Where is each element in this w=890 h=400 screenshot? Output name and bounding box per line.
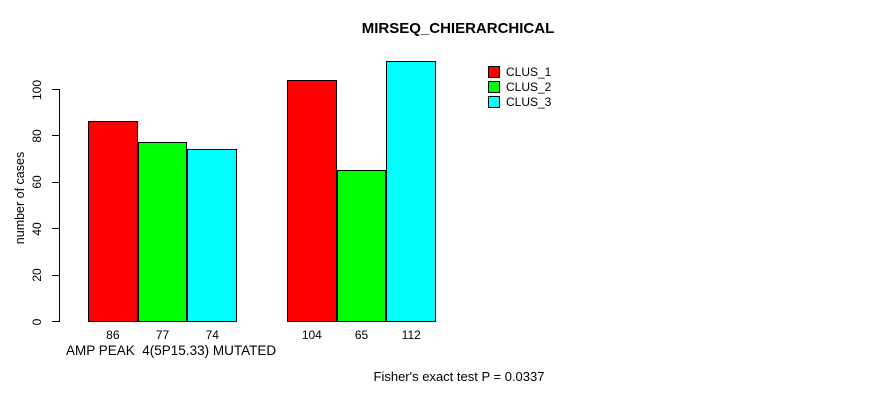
bar-value-label-group2-clus_1: 104	[301, 328, 322, 342]
legend-item-clus_3: CLUS_3	[488, 94, 551, 109]
legend-label-clus_2: CLUS_2	[506, 79, 552, 94]
y-tick-mark-0	[52, 321, 59, 322]
legend: CLUS_1 CLUS_2 CLUS_3	[488, 64, 551, 109]
bar-group2-clus_1	[287, 79, 337, 322]
y-tick-mark-20	[52, 274, 59, 276]
bar-group2-clus_2	[336, 170, 387, 322]
bar-group2-clus_3	[386, 61, 437, 322]
legend-swatch-clus_3	[488, 95, 500, 108]
y-tick-label-100: 100	[30, 79, 44, 100]
legend-item-clus_1: CLUS_1	[488, 64, 551, 79]
y-tick-label-40: 40	[30, 222, 44, 236]
legend-item-clus_2: CLUS_2	[488, 79, 551, 94]
y-tick-label-20: 20	[30, 268, 44, 282]
y-tick-mark-100	[52, 89, 59, 90]
y-tick-mark-80	[52, 135, 59, 137]
y-tick-mark-40	[52, 228, 59, 230]
bar-group1-clus_1	[88, 121, 138, 322]
legend-label-clus_1: CLUS_1	[506, 64, 552, 79]
legend-swatch-clus_2	[488, 80, 500, 93]
bar-value-label-group1-clus_3: 74	[205, 328, 219, 342]
bar-value-label-group1-clus_2: 77	[155, 328, 170, 342]
y-axis-line	[59, 89, 60, 322]
fisher-test-annotation: Fisher's exact test P = 0.0337	[373, 369, 545, 384]
bar-group1-clus_3	[187, 149, 238, 322]
y-axis-label: number of cases	[13, 151, 27, 245]
y-tick-label-60: 60	[30, 175, 44, 189]
legend-label-clus_3: CLUS_3	[506, 94, 552, 109]
chart-title: MIRSEQ_CHIERARCHICAL	[361, 20, 555, 37]
bar-value-label-group2-clus_2: 65	[354, 328, 369, 342]
bar-group1-clus_2	[137, 142, 188, 322]
bar-value-label-group2-clus_3: 112	[401, 328, 421, 342]
x-axis-label: AMP PEAK 4(5P15.33) MUTATED	[66, 343, 277, 358]
legend-swatch-clus_1	[488, 65, 500, 78]
y-tick-label-80: 80	[30, 129, 44, 143]
bar-value-label-group1-clus_1: 86	[106, 328, 120, 342]
y-tick-label-0: 0	[30, 318, 44, 325]
y-tick-mark-60	[52, 181, 59, 183]
